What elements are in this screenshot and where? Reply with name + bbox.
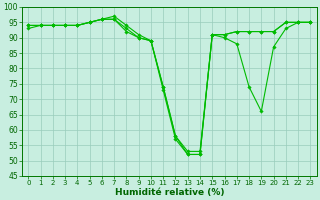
X-axis label: Humidité relative (%): Humidité relative (%) [115,188,224,197]
